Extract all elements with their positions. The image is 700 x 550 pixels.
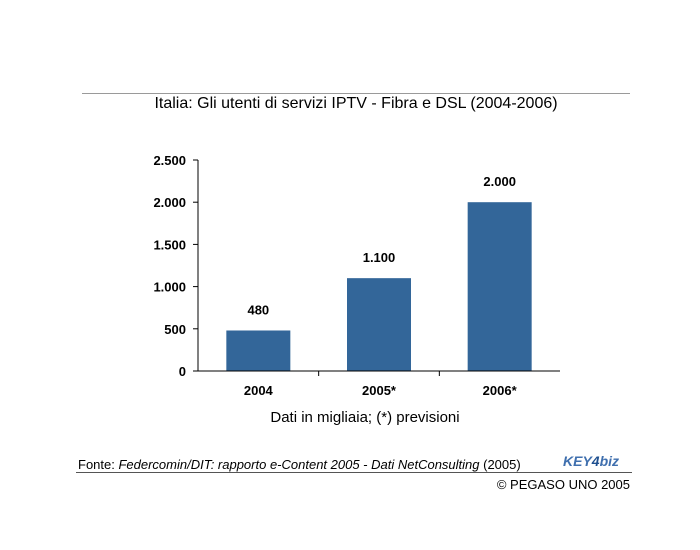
bars-group bbox=[226, 202, 532, 371]
source-suffix: (2005) bbox=[479, 457, 521, 472]
source-title: Federcomin/DIT: rapporto e-Content 2005 … bbox=[118, 457, 480, 472]
chart-title: Italia: Gli utenti di servizi IPTV - Fib… bbox=[154, 95, 558, 112]
x-tick-label: 2005* bbox=[362, 383, 397, 398]
bar bbox=[226, 330, 291, 371]
bar bbox=[467, 202, 532, 371]
y-tick-label: 2.500 bbox=[153, 153, 186, 168]
logo-text-4: 4 bbox=[591, 453, 600, 469]
source-prefix: Fonte: bbox=[78, 457, 119, 472]
source-note: Fonte: Federcomin/DIT: rapporto e-Conten… bbox=[78, 457, 521, 472]
y-tick-label: 1.000 bbox=[153, 280, 186, 295]
footer-rule bbox=[76, 472, 632, 473]
data-label: 480 bbox=[247, 302, 269, 317]
x-axis-label: Dati in migliaia; (*) previsioni bbox=[270, 409, 460, 426]
bar bbox=[347, 278, 411, 371]
y-tick-label: 500 bbox=[164, 322, 186, 337]
labels-group: 480 2004 1.100 2005* 2.000 2006* bbox=[244, 174, 518, 398]
logo-text-biz: biz bbox=[599, 453, 620, 469]
y-tick-label: 0 bbox=[179, 364, 186, 379]
y-tick-label: 2.000 bbox=[153, 195, 186, 210]
data-label: 1.100 bbox=[363, 250, 396, 265]
title-rule bbox=[82, 93, 630, 94]
key4biz-logo: KEY4biz bbox=[563, 453, 619, 469]
y-axis-ticks: 0 500 1.000 1.500 2.000 2.500 bbox=[153, 153, 198, 379]
y-tick-label: 1.500 bbox=[153, 237, 186, 252]
copyright: © PEGASO UNO 2005 bbox=[496, 477, 630, 492]
logo-text-key: KEY bbox=[563, 453, 592, 469]
axes bbox=[197, 160, 560, 376]
x-tick-label: 2004 bbox=[244, 383, 274, 398]
data-label: 2.000 bbox=[483, 174, 516, 189]
bar-chart: 0 500 1.000 1.500 2.000 2.500 480 2004 1.100 200… bbox=[153, 153, 560, 398]
x-tick-label: 2006* bbox=[483, 383, 518, 398]
